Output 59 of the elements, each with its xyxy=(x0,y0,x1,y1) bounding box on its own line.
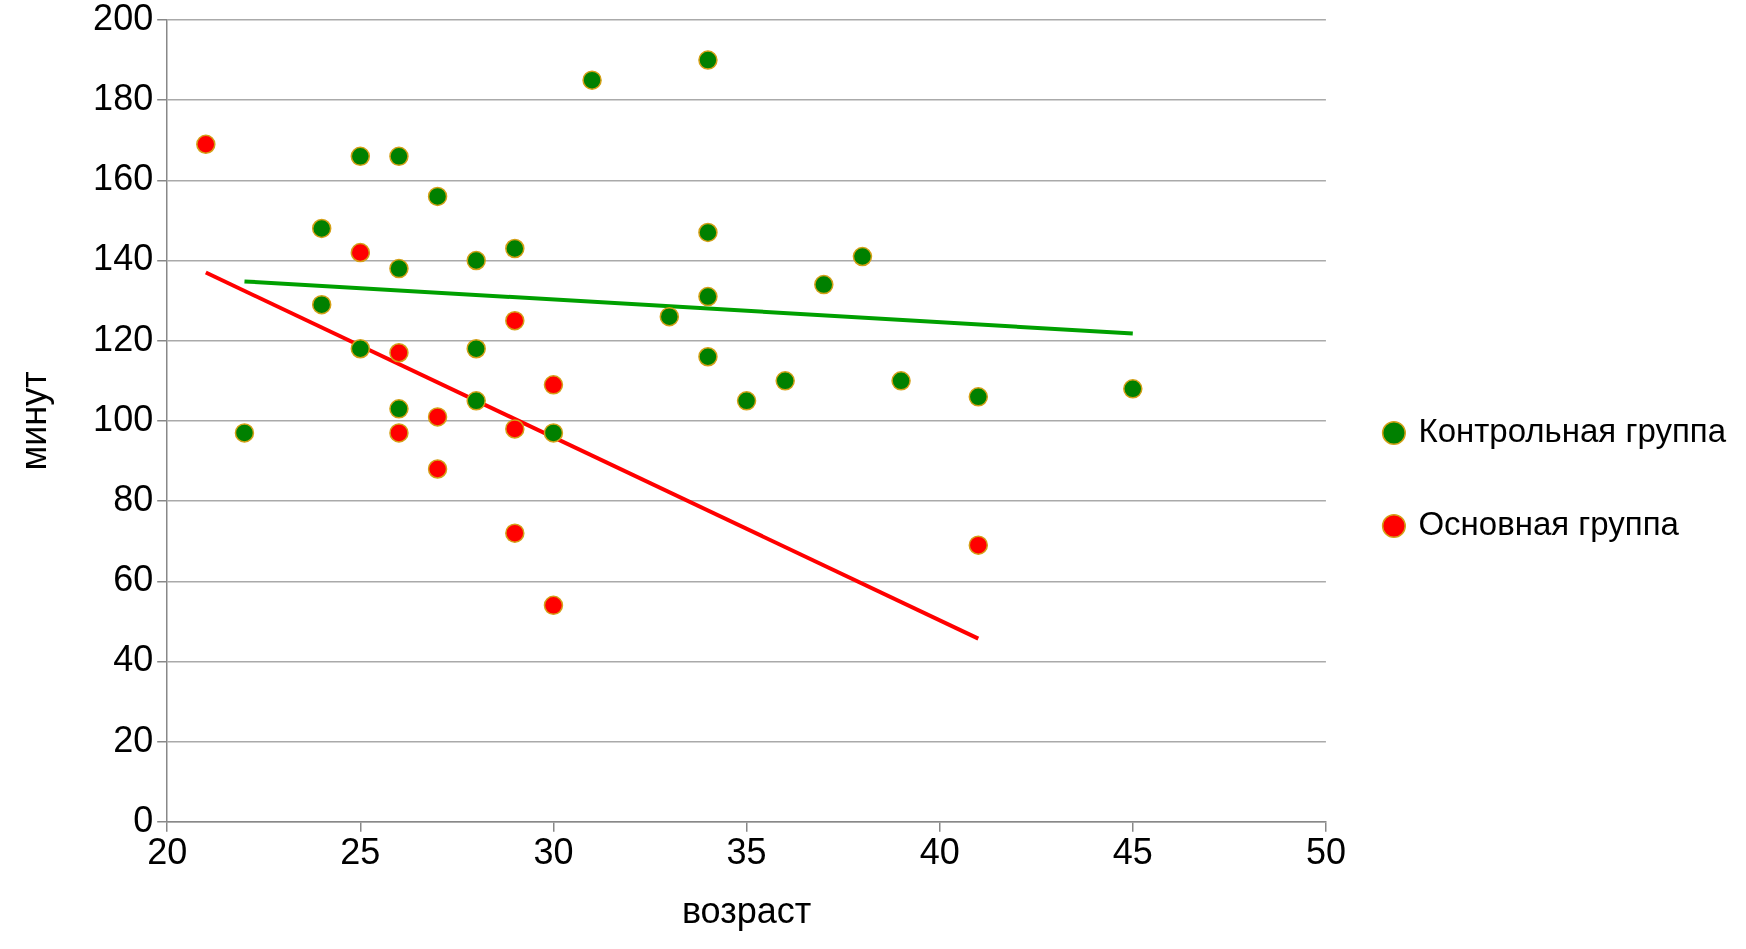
point xyxy=(350,338,371,359)
y-tick-label: 180 xyxy=(93,77,154,119)
y-tick-label: 120 xyxy=(93,317,154,359)
point xyxy=(427,407,448,427)
point xyxy=(659,306,680,327)
point xyxy=(543,423,564,443)
point xyxy=(736,391,757,411)
y-tick-label: 40 xyxy=(113,638,154,680)
x-tick-label: 30 xyxy=(533,830,574,872)
x-tick-label: 50 xyxy=(1305,830,1346,872)
legend-label: Основная группа xyxy=(1418,505,1680,543)
y-axis-title: минут xyxy=(12,371,54,471)
y-tick-label: 80 xyxy=(113,478,154,519)
point xyxy=(466,250,486,271)
point xyxy=(311,294,332,315)
y-tick-label: 160 xyxy=(93,157,154,199)
point xyxy=(775,371,795,391)
point xyxy=(466,338,486,359)
x-tick-label: 40 xyxy=(919,830,960,872)
point xyxy=(389,258,409,279)
point xyxy=(389,399,409,419)
point xyxy=(427,186,448,207)
y-tick-label: 200 xyxy=(93,0,154,38)
x-tick-label: 25 xyxy=(340,830,381,872)
x-tick-label: 45 xyxy=(1112,830,1153,872)
point xyxy=(389,146,409,167)
point xyxy=(543,595,564,616)
x-tick-label: 35 xyxy=(726,830,767,872)
point xyxy=(350,146,371,167)
point xyxy=(1123,379,1143,399)
point xyxy=(968,387,989,407)
point xyxy=(698,286,718,307)
point xyxy=(814,274,834,295)
point xyxy=(505,238,525,259)
point xyxy=(968,535,989,555)
point xyxy=(698,347,718,367)
point xyxy=(466,391,486,411)
point xyxy=(852,246,873,267)
point xyxy=(505,523,525,543)
point xyxy=(234,423,255,443)
point xyxy=(196,134,216,155)
point xyxy=(389,423,409,443)
y-tick-label: 60 xyxy=(113,558,154,600)
y-tick-label: 20 xyxy=(113,718,154,760)
point xyxy=(698,222,718,243)
x-axis-title: возраст xyxy=(681,890,812,932)
point xyxy=(505,419,525,439)
point xyxy=(427,459,448,479)
y-tick-label: 140 xyxy=(93,237,154,279)
point xyxy=(543,375,564,395)
point xyxy=(389,343,409,363)
point xyxy=(698,50,718,70)
point xyxy=(582,70,602,90)
point xyxy=(350,242,371,263)
point xyxy=(311,218,332,239)
point xyxy=(505,310,525,331)
point xyxy=(891,371,911,391)
y-tick-label: 100 xyxy=(93,397,154,439)
legend-label: Контрольная группа xyxy=(1418,412,1727,450)
